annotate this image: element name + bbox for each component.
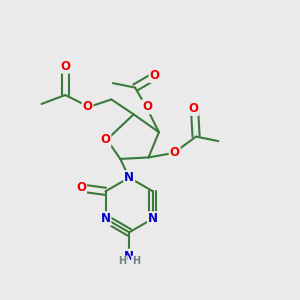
Text: O: O xyxy=(142,100,152,113)
Text: O: O xyxy=(170,146,180,160)
Text: O: O xyxy=(76,181,86,194)
Text: O: O xyxy=(149,69,160,82)
Text: O: O xyxy=(100,133,110,146)
Text: H: H xyxy=(118,256,127,266)
Text: N: N xyxy=(100,212,110,225)
Text: N: N xyxy=(124,250,134,262)
Text: O: O xyxy=(82,100,93,112)
Text: O: O xyxy=(60,60,70,73)
Text: N: N xyxy=(124,171,134,184)
Text: O: O xyxy=(189,102,199,115)
Text: H: H xyxy=(132,256,140,266)
Text: N: N xyxy=(148,212,158,225)
